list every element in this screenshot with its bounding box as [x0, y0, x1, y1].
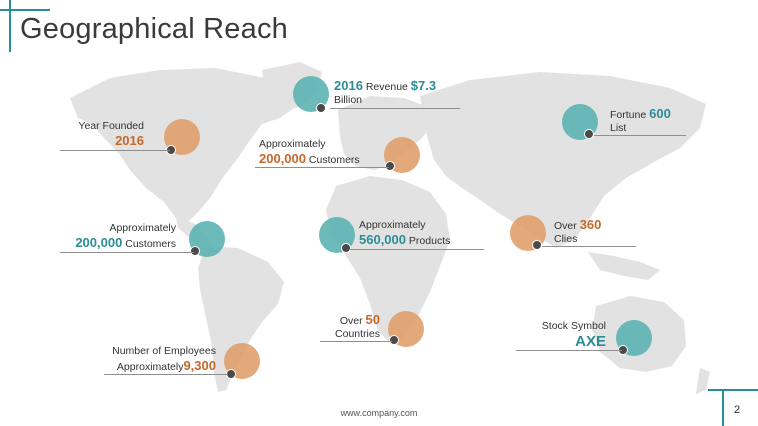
africa-shape — [326, 176, 450, 344]
am-customers-callout: Approximately 200,000 Customers — [60, 222, 176, 251]
revenue-value: $7.3 — [410, 78, 437, 93]
products-callout: Approximately 560,000 Products — [359, 219, 450, 248]
am-customers-pin[interactable] — [190, 246, 200, 256]
new-zealand-shape — [696, 368, 710, 394]
revenue-leader-line — [330, 108, 460, 109]
slide-title: Geographical Reach — [20, 13, 288, 45]
countries-value: 50 — [365, 312, 380, 327]
fortune-unit: List — [610, 122, 627, 135]
corner-accent-bottom-horizontal — [708, 389, 758, 391]
countries-pin[interactable] — [389, 335, 399, 345]
fortune-callout: Fortune 600 List — [610, 106, 671, 135]
countries-unit: Countries — [335, 328, 380, 341]
countries-leader-line — [320, 341, 392, 342]
eu-customers-leader-line — [255, 167, 389, 168]
countries-label: Over — [339, 315, 363, 327]
eu-customers-pin[interactable] — [385, 161, 395, 171]
cities-leader-line — [542, 246, 636, 247]
cities-unit: Clies — [554, 233, 578, 246]
fortune-value: 600 — [649, 106, 671, 121]
am-customers-unit: Customers — [125, 238, 176, 251]
products-value: 560,000 — [359, 232, 406, 248]
eu-customers-callout: Approximately 200,000 Customers — [259, 138, 360, 167]
products-label: Approximately — [359, 219, 426, 231]
cities-value: 360 — [579, 217, 602, 232]
page-number: 2 — [734, 404, 741, 416]
stock-value: AXE — [575, 333, 606, 351]
products-leader-line — [350, 249, 484, 250]
employees-leader-line — [104, 374, 228, 375]
europe-shape — [338, 96, 434, 170]
corner-accent-vertical — [9, 0, 11, 52]
revenue-pin[interactable] — [316, 103, 326, 113]
corner-accent-horizontal — [0, 9, 50, 11]
products-unit: Products — [408, 235, 451, 248]
revenue-unit: Billion — [334, 94, 363, 107]
eu-customers-unit: Customers — [308, 154, 360, 167]
employees-value: 9,300 — [183, 358, 216, 374]
stock-callout: Stock Symbol AXE — [522, 320, 606, 352]
eu-customers-label: Approximately — [259, 138, 326, 150]
founded-leader-line — [60, 150, 170, 151]
products-pin[interactable] — [341, 243, 351, 253]
se-asia-islands-shape — [588, 252, 660, 280]
founded-callout: Year Founded 2016 — [60, 120, 144, 149]
employees-callout: Number of Employees Approximately9,300 — [100, 345, 216, 374]
founded-label: Year Founded — [78, 120, 144, 132]
revenue-label: Revenue — [365, 81, 408, 93]
eu-customers-value: 200,000 — [259, 151, 306, 167]
cities-callout: Over 360 Clies — [554, 217, 601, 246]
fortune-leader-line — [594, 135, 686, 136]
corner-accent-bottom-vertical — [722, 389, 724, 426]
cities-pin[interactable] — [532, 240, 542, 250]
cities-label: Over — [554, 220, 577, 232]
am-customers-leader-line — [60, 252, 194, 253]
asia-shape — [420, 72, 706, 248]
employees-prefix: Approximately — [116, 361, 184, 374]
fortune-label: Fortune — [610, 109, 647, 121]
am-customers-label: Approximately — [109, 222, 176, 234]
employees-label: Number of Employees — [112, 345, 216, 357]
countries-callout: Over 50 Countries — [322, 312, 380, 341]
stock-label: Stock Symbol — [541, 320, 606, 332]
am-customers-value: 200,000 — [75, 235, 123, 251]
founded-value: 2016 — [115, 133, 144, 149]
revenue-callout: 2016 Revenue $7.3 Billion — [334, 78, 436, 107]
fortune-pin[interactable] — [584, 129, 594, 139]
south-america-shape — [198, 246, 284, 392]
revenue-year: 2016 — [334, 78, 363, 93]
stock-leader-line — [516, 350, 622, 351]
footer-url[interactable]: www.company.com — [340, 408, 418, 418]
